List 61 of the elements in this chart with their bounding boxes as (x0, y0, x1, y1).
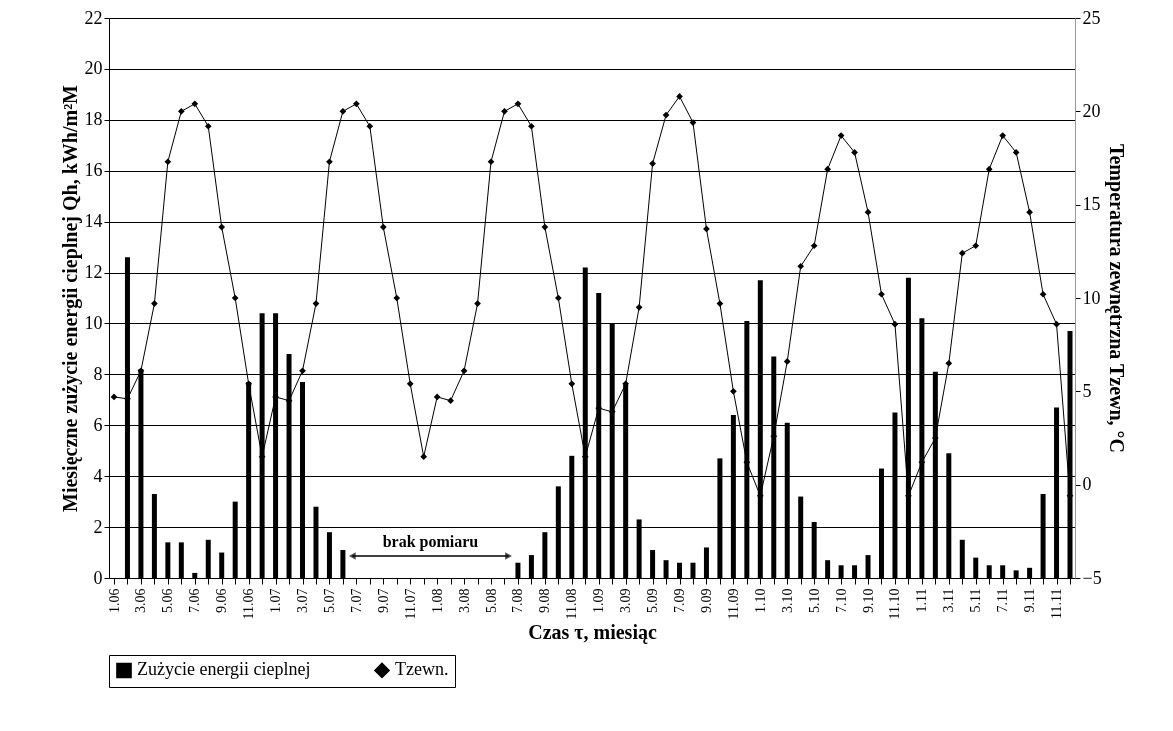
x-tick-label: 5.06 (160, 588, 176, 613)
x-tick-label: 7.09 (672, 588, 688, 613)
y2-tick-label: 15 (1082, 194, 1101, 215)
y2-tick-label: 25 (1082, 7, 1101, 28)
x-tick-label: 11.07 (402, 588, 418, 620)
y-tick-label: 22 (84, 7, 103, 28)
y-tick-label: 8 (93, 363, 103, 384)
x-tick-label: 3.06 (133, 588, 149, 613)
x-tick-label: 11.08 (564, 588, 580, 620)
x-tick-label: 9.07 (375, 588, 391, 613)
x-tick-label: 9.09 (698, 588, 714, 613)
x-tick-label: 11.10 (887, 588, 903, 620)
x-tick-label: 5.09 (645, 588, 661, 613)
x-tick-label: 5.07 (321, 588, 337, 613)
x-tick-label: 9.11 (1022, 588, 1038, 613)
x-tick-label: 7.06 (187, 588, 203, 613)
y-tick-label: 6 (93, 414, 103, 435)
legend-label: Zużycie energii cieplnej (137, 659, 311, 680)
y-tick-label: 14 (84, 211, 103, 232)
legend-label: Tzewn. (395, 659, 449, 680)
x-tick-label: 1.09 (591, 588, 607, 613)
y2-tick-label: 5 (1082, 380, 1092, 401)
x-tick-label: 1.07 (268, 588, 284, 613)
x-axis-title: Czas τ, miesiąc (528, 621, 657, 645)
x-tick-label: 11.09 (725, 588, 741, 620)
y-tick-label: 18 (84, 109, 103, 130)
y2-tick-label: 10 (1082, 287, 1101, 308)
y-tick-label: 12 (84, 262, 103, 283)
y2-tick-label: 20 (1082, 100, 1101, 121)
x-tick-label: 1.10 (752, 588, 768, 613)
x-tick-label: 3.07 (295, 588, 311, 613)
x-tick-label: 3.08 (456, 588, 472, 613)
x-tick-label: 9.06 (214, 588, 230, 613)
x-tick-label: 1.08 (429, 588, 445, 613)
y-tick-label: 10 (84, 312, 103, 333)
x-tick-label: 5.08 (483, 588, 499, 613)
y-tick-label: 2 (93, 516, 103, 537)
y-tick-label: 0 (93, 567, 103, 588)
x-tick-label: 7.07 (348, 588, 364, 613)
x-tick-label: 3.10 (779, 588, 795, 613)
y2-tick-label: −5 (1082, 567, 1102, 588)
y-tick-label: 4 (93, 465, 103, 486)
x-tick-label: 7.08 (510, 588, 526, 613)
y2-tick-label: 0 (1082, 474, 1092, 495)
x-tick-label: 9.08 (537, 588, 553, 613)
y-tick-label: 16 (84, 160, 103, 181)
x-tick-label: 5.11 (968, 588, 984, 613)
y2-axis-title: Temperatura zewnętrzna Tzewn, °C (1104, 143, 1128, 454)
x-tick-label: 11.06 (241, 588, 257, 620)
x-tick-label: 11.11 (1049, 588, 1065, 619)
x-tick-label: 5.10 (806, 588, 822, 613)
x-tick-label: 7.11 (995, 588, 1011, 613)
x-tick-label: 7.10 (833, 588, 849, 613)
x-tick-label: 9.10 (860, 588, 876, 613)
x-tick-label: 1.11 (914, 588, 930, 613)
x-tick-label: 1.06 (106, 588, 122, 613)
y-axis-title: Miesięczne zużycie energii cieplnej Qh, kWh/m²M (58, 84, 82, 513)
x-tick-label: 3.09 (618, 588, 634, 613)
y-tick-label: 20 (84, 58, 103, 79)
annotation: brak pomiaru (382, 533, 479, 551)
x-tick-label: 3.11 (941, 588, 957, 613)
